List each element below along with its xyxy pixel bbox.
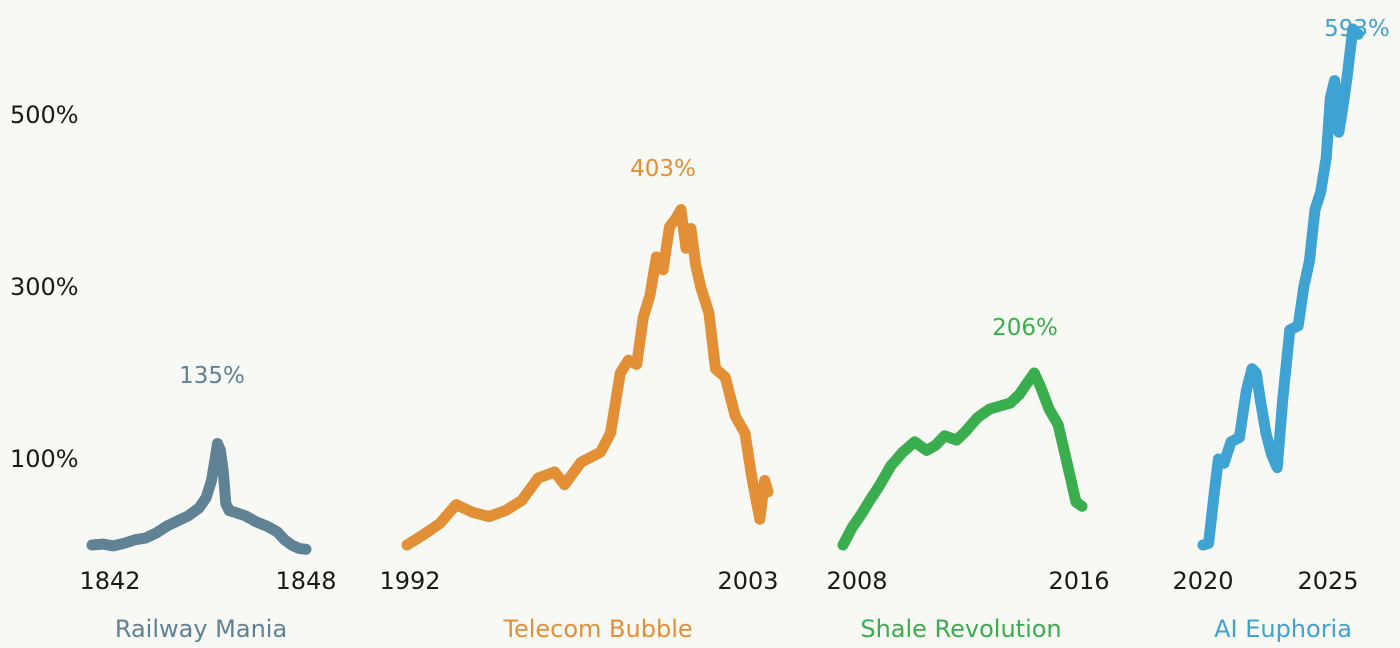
x-tick-label: 2008 [826,567,887,595]
x-tick-label: 1848 [275,567,336,595]
series-line [86,438,312,555]
peak-label: 135% [179,363,245,389]
panel-shale-revolution: 206% 2008 2016 Shale Revolution [826,315,1109,643]
peak-label: 593% [1324,16,1390,42]
peak-label: 403% [630,156,696,182]
y-tick-label: 100% [10,445,79,473]
y-axis: 100% 300% 500% [10,101,79,473]
series-name-label: AI Euphoria [1214,615,1352,643]
series-line [401,204,774,551]
x-tick-label: 1992 [379,567,440,595]
peak-label: 206% [992,315,1058,341]
series-line [1197,23,1364,551]
series-name-label: Railway Mania [115,615,287,643]
x-tick-label: 2025 [1297,567,1358,595]
series-name-label: Telecom Bubble [502,615,692,643]
series-name-label: Shale Revolution [860,615,1061,643]
series-line [837,367,1088,551]
panel-telecom-bubble: 403% 1992 2003 Telecom Bubble [379,156,778,643]
panel-railway-mania: 135% 1842 1848 Railway Mania [79,363,336,643]
chart-panels: 135% 1842 1848 Railway Mania 403% 1992 2003 Tel… [79,16,1389,643]
x-tick-label: 2003 [717,567,778,595]
x-tick-label: 2020 [1172,567,1233,595]
x-tick-label: 2016 [1048,567,1109,595]
y-tick-label: 300% [10,273,79,301]
x-tick-label: 1842 [79,567,140,595]
y-tick-label: 500% [10,101,79,129]
panel-ai-euphoria: 593% 2020 2025 AI Euphoria [1172,16,1389,643]
